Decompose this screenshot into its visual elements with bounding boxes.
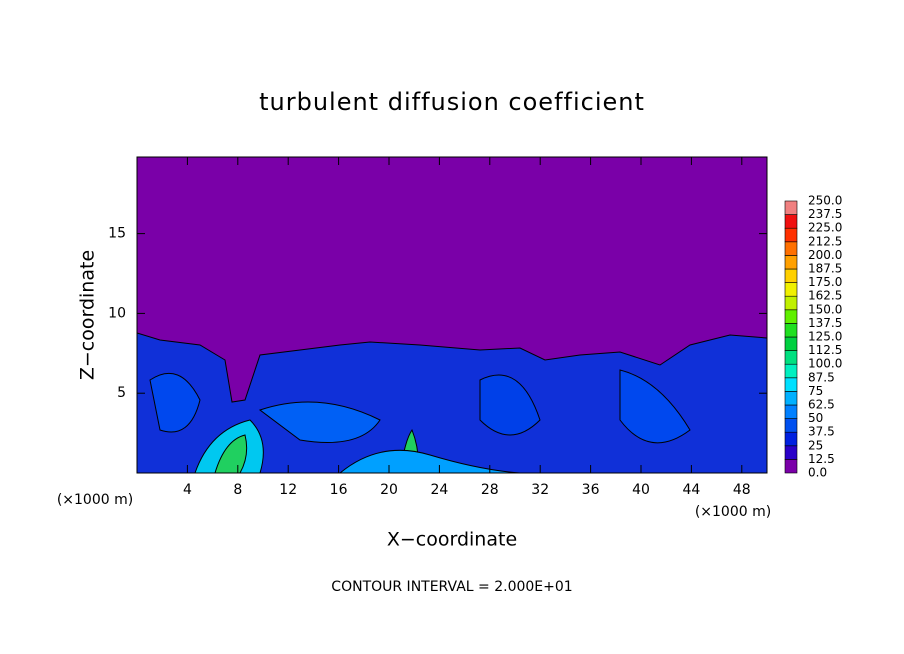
y-tick-label: 5 (117, 385, 126, 401)
colorbar-box (784, 336, 798, 351)
field-region (149, 372, 201, 433)
colorbar-box (784, 404, 798, 419)
colorbar-box (784, 445, 798, 460)
colorbar-box (784, 363, 798, 379)
colorbar-box (784, 200, 798, 215)
x-axis-label: X−coordinate (387, 529, 517, 551)
y-tick-label: 10 (108, 305, 126, 321)
x-unit: (×1000 m) (695, 504, 771, 520)
colorbar-label: 200.0 (808, 248, 842, 262)
y-axis-label: Z−coordinate (77, 250, 99, 380)
x-tick-label: 16 (330, 482, 348, 498)
colorbar-label: 100.0 (808, 357, 842, 371)
x-tick-label: 24 (430, 482, 448, 498)
field-region (619, 369, 691, 444)
colorbar-box (784, 309, 798, 324)
colorbar-label: 225.0 (808, 221, 842, 235)
colorbar-label: 237.5 (808, 207, 842, 221)
colorbar-label: 87.5 (808, 370, 835, 384)
colorbar-label: 0.0 (808, 466, 827, 480)
plot-frame (136, 156, 768, 474)
colorbar-label: 162.5 (808, 289, 842, 303)
x-tick-label: 32 (531, 482, 549, 498)
colorbar-label: 212.5 (808, 234, 842, 248)
colorbar-box (784, 350, 798, 365)
colorbar-label: 75 (808, 384, 823, 398)
colorbar-box (784, 459, 798, 474)
chart-title: turbulent diffusion coefficient (259, 88, 645, 116)
x-tick-label: 36 (582, 482, 600, 498)
colorbar-box (784, 323, 798, 338)
x-tick-label: 20 (380, 482, 398, 498)
field (137, 157, 767, 473)
colorbar-label: 175.0 (808, 275, 842, 289)
colorbar-box (784, 214, 798, 229)
colorbar-box (784, 391, 798, 406)
colorbar-label: 137.5 (808, 316, 842, 330)
colorbar-label: 50 (808, 411, 823, 425)
x-tick-label: 40 (632, 482, 650, 498)
colorbar-box (784, 295, 798, 311)
x-unit: (×1000 m) (57, 492, 133, 508)
x-tick-label: 12 (279, 482, 297, 498)
x-tick-label: 48 (733, 482, 751, 498)
x-tick-label: 8 (233, 482, 242, 498)
colorbar-box (784, 418, 798, 433)
colorbar-label: 12.5 (808, 452, 835, 466)
x-tick-label: 28 (481, 482, 499, 498)
colorbar-box (784, 241, 798, 256)
colorbar-label: 250.0 (808, 194, 842, 208)
field-region (137, 332, 767, 473)
colorbar-label: 25 (808, 438, 823, 452)
colorbar-label: 112.5 (808, 343, 842, 357)
colorbar-label: 62.5 (808, 398, 835, 412)
colorbar-box (784, 377, 798, 392)
field-region (258, 401, 381, 443)
colorbar-box (784, 255, 798, 270)
y-tick-label: 15 (108, 226, 126, 242)
x-tick-label: 44 (682, 482, 700, 498)
x-tick-label: 4 (183, 482, 192, 498)
colorbar-label: 37.5 (808, 425, 835, 439)
colorbar-box (784, 431, 798, 447)
colorbar-label: 150.0 (808, 302, 842, 316)
field-region (479, 374, 541, 436)
footnote: CONTOUR INTERVAL = 2.000E+01 (331, 579, 572, 595)
field-region (339, 449, 521, 473)
field-region (214, 434, 248, 473)
colorbar-box (784, 268, 798, 283)
colorbar-box (784, 227, 798, 243)
colorbar-label: 187.5 (808, 262, 842, 276)
colorbar-label: 125.0 (808, 330, 842, 344)
colorbar-box (784, 282, 798, 297)
